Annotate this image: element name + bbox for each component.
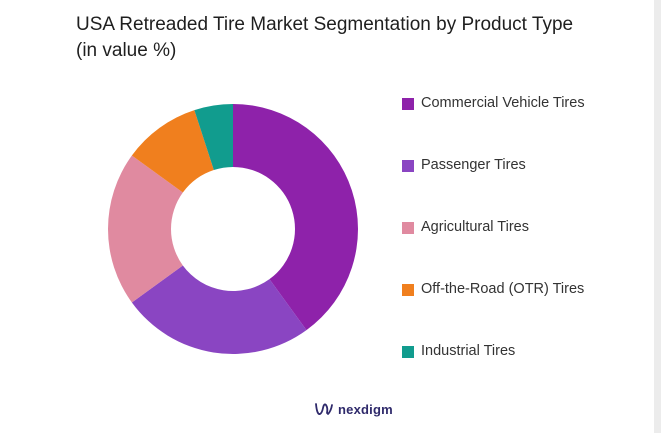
- legend-label: Industrial Tires: [421, 343, 516, 359]
- donut-slice-agricultural-tires[interactable]: [108, 155, 183, 303]
- donut-chart: [108, 104, 359, 355]
- legend-label: Agricultural Tires: [421, 219, 529, 235]
- brand-footer: nexdigm: [314, 398, 393, 420]
- legend-item-passenger[interactable]: Passenger Tires: [402, 152, 652, 214]
- legend-item-otr[interactable]: Off-the-Road (OTR) Tires: [402, 276, 652, 338]
- legend-swatch: [402, 222, 414, 234]
- legend-swatch: [402, 160, 414, 172]
- legend-swatch: [402, 98, 414, 110]
- legend-label: Commercial Vehicle Tires: [421, 95, 585, 111]
- legend-item-industrial[interactable]: Industrial Tires: [402, 338, 652, 400]
- legend-swatch: [402, 346, 414, 358]
- window-edge: [654, 0, 661, 433]
- nexdigm-wave-icon: [315, 403, 333, 415]
- legend-label: Off-the-Road (OTR) Tires: [421, 281, 585, 297]
- donut-slice-passenger-tires[interactable]: [131, 265, 307, 355]
- legend-item-commercial-vehicle[interactable]: Commercial Vehicle Tires: [402, 90, 652, 152]
- legend-swatch: [402, 284, 414, 296]
- legend-item-agricultural[interactable]: Agricultural Tires: [402, 214, 652, 276]
- donut-slice-industrial-tires[interactable]: [194, 104, 233, 171]
- brand-name: nexdigm: [338, 401, 393, 417]
- legend-label: Passenger Tires: [421, 157, 526, 173]
- donut-slice-commercial-vehicle-tires[interactable]: [233, 104, 359, 331]
- chart-title-block: USA Retreaded Tire Market Segmentation b…: [76, 12, 651, 64]
- chart-legend: Commercial Vehicle Tires Passenger Tires…: [402, 90, 652, 400]
- chart-title: USA Retreaded Tire Market Segmentation b…: [76, 14, 574, 35]
- chart-subtitle: (in value %): [76, 40, 177, 61]
- donut-slice-off-the-road-otr-tires[interactable]: [131, 110, 214, 193]
